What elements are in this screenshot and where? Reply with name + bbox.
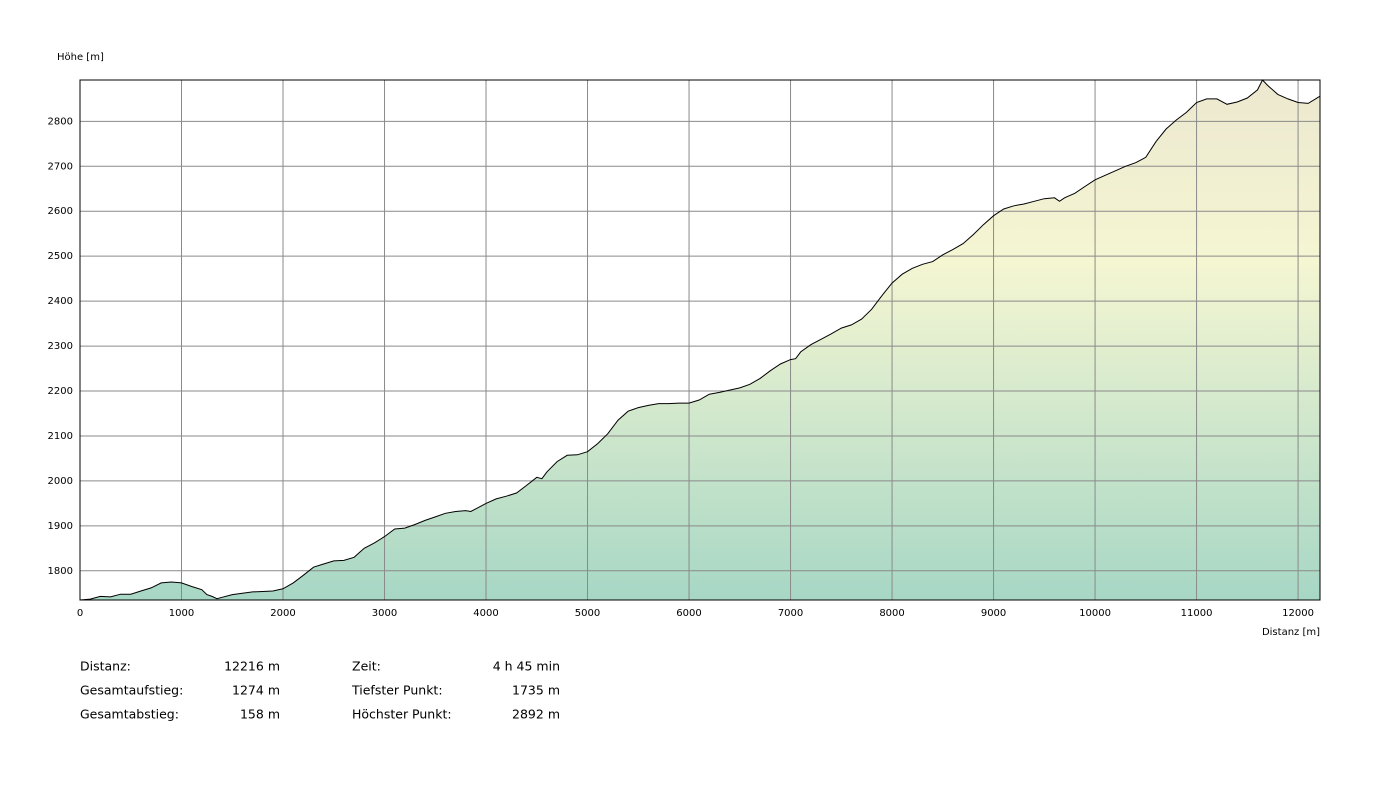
x-tick-label: 3000 [372, 608, 397, 619]
y-axis-label: Höhe [m] [57, 52, 104, 63]
plot-frame [79, 79, 1321, 601]
y-tick-label: 2500 [48, 251, 73, 262]
y-tick-label: 2600 [48, 206, 73, 217]
stat-label: Tiefster Punkt: [351, 683, 443, 698]
y-tick-label: 2200 [48, 386, 73, 397]
x-tick-label: 2000 [270, 608, 295, 619]
y-tick-label: 1800 [48, 566, 73, 577]
stat-label: Höchster Punkt: [352, 707, 452, 722]
y-tick-label: 1900 [48, 521, 73, 532]
x-tick-label: 5000 [575, 608, 600, 619]
x-tick-label: 6000 [676, 608, 701, 619]
y-tick-label: 2300 [48, 341, 73, 352]
x-tick-label: 11000 [1181, 608, 1213, 619]
x-tick-label: 7000 [778, 608, 803, 619]
x-tick-label: 12000 [1282, 608, 1314, 619]
stat-value: 158 m [240, 707, 280, 722]
x-axis-label: Distanz [m] [1262, 627, 1320, 638]
y-tick-label: 2800 [48, 116, 73, 127]
y-tick-label: 2100 [48, 431, 73, 442]
plot: 0 1000 2000 3000 4000 5000 6000 7000 8000 9000 100… [48, 79, 1321, 619]
x-tick-label: 4000 [473, 608, 498, 619]
x-tick-label: 8000 [879, 608, 904, 619]
x-tick-label: 1000 [169, 608, 194, 619]
stat-label: Gesamtabstieg: [80, 707, 179, 722]
stat-value: 12216 m [224, 659, 280, 674]
y-tick-label: 2000 [48, 476, 73, 487]
y-tick-label: 2700 [48, 161, 73, 172]
area [80, 80, 1320, 600]
x-tick-label: 10000 [1079, 608, 1111, 619]
stat-label: Zeit: [352, 659, 381, 674]
stat-value: 1735 m [512, 683, 560, 698]
stat-value: 2892 m [512, 707, 560, 722]
stat-value: 4 h 45 min [493, 659, 560, 674]
stats: Distanz: 12216 m Zeit: 4 h 45 min Gesamtaufs… [80, 659, 560, 722]
stat-label: Distanz: [80, 659, 131, 674]
stat-value: 1274 m [232, 683, 280, 698]
x-tick-label: 0 [77, 608, 83, 619]
stat-label: Gesamtaufstieg: [80, 683, 183, 698]
y-tick-label: 2400 [48, 296, 73, 307]
line [79, 79, 1321, 601]
x-tick-label: 9000 [981, 608, 1006, 619]
